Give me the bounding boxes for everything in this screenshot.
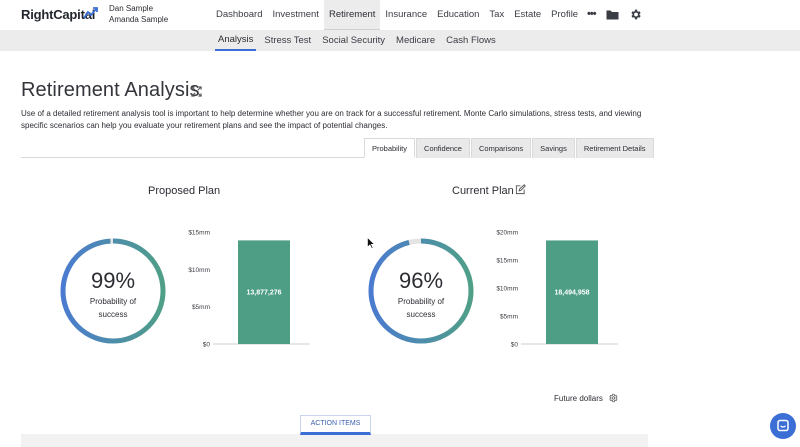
page-title: Retirement Analysis xyxy=(21,79,200,101)
gear-icon[interactable] xyxy=(629,8,642,21)
y-tick-label: $0 xyxy=(511,342,519,349)
proposed-plan-label: Probability of success xyxy=(58,295,168,321)
y-tick-label: $0 xyxy=(203,342,211,349)
gauge-progress-arc xyxy=(368,238,474,344)
nav-dashboard[interactable]: Dashboard xyxy=(216,9,263,20)
y-tick-label: $15mm xyxy=(496,258,518,265)
y-tick-label: $10mm xyxy=(188,267,210,274)
nav-tax[interactable]: Tax xyxy=(489,9,505,20)
page-description: Use of a detailed retirement analysis to… xyxy=(21,109,642,130)
tabs-divider xyxy=(21,157,364,158)
analysis-tabs: Probability Confidence Comparisons Savin… xyxy=(364,138,655,158)
mouse-cursor xyxy=(367,237,375,249)
bar-data-label: 13,877,276 xyxy=(246,290,281,297)
current-plan-gauge xyxy=(368,238,474,344)
retirement-subnav: Analysis Stress Test Social Security Med… xyxy=(215,30,504,51)
gauge-progress-arc xyxy=(60,238,166,344)
current-plan-bar-chart: $0 $5mm $10mm $15mm $20mm 18,494,958 xyxy=(496,230,618,349)
tab-savings[interactable]: Savings xyxy=(532,138,575,158)
y-tick-label: $5mm xyxy=(192,304,210,311)
future-dollars-label: Future dollars xyxy=(554,394,603,403)
nav-insurance[interactable]: Insurance xyxy=(385,9,428,20)
bar-data-label: 18,494,958 xyxy=(554,290,589,297)
current-plan-label: Probability of success xyxy=(366,295,476,321)
nav-profile[interactable]: Profile xyxy=(551,9,579,20)
proposed-plan-percent: 99% xyxy=(90,268,136,293)
tab-probability[interactable]: Probability xyxy=(364,138,416,158)
current-plan-label-line2: success xyxy=(406,310,436,319)
y-tick-label: $5mm xyxy=(500,314,518,321)
subnav-cash-flows[interactable]: Cash Flows xyxy=(446,35,496,46)
main-nav: Dashboard Investment Retirement Insuranc… xyxy=(211,0,583,30)
tab-confidence[interactable]: Confidence xyxy=(416,138,470,158)
y-tick-label: $20mm xyxy=(496,230,518,237)
logo[interactable]: RightCapital xyxy=(21,7,96,22)
expand-icon[interactable] xyxy=(191,86,202,97)
subnav-social-security[interactable]: Social Security xyxy=(322,35,386,46)
edit-icon[interactable] xyxy=(515,184,526,195)
action-items-button[interactable]: ACTION ITEMS xyxy=(300,415,371,435)
sub-navigation-bar: Analysis Stress Test Social Security Med… xyxy=(0,30,800,51)
nav-icon-group: ••• xyxy=(587,7,642,21)
proposed-plan-title: Proposed Plan xyxy=(148,185,221,197)
client-names[interactable]: Dan Sample Amanda Sample xyxy=(109,3,168,25)
nav-estate[interactable]: Estate xyxy=(514,9,542,20)
client-name-primary: Dan Sample xyxy=(109,4,154,13)
top-navigation-bar: RightCapital Dan Sample Amanda Sample Da… xyxy=(0,0,800,30)
logo-arrow-icon xyxy=(83,7,98,19)
bar xyxy=(238,240,290,344)
tab-comparisons[interactable]: Comparisons xyxy=(470,138,532,158)
current-plan-percent: 96% xyxy=(398,268,444,293)
y-tick-label: $15mm xyxy=(188,230,210,237)
more-icon[interactable]: ••• xyxy=(587,8,597,20)
nav-retirement[interactable]: Retirement xyxy=(323,0,381,30)
current-plan-title: Current Plan xyxy=(452,185,514,197)
current-plan-label-line1: Probability of xyxy=(397,297,445,306)
nav-education[interactable]: Education xyxy=(437,9,480,20)
y-tick-label: $10mm xyxy=(496,286,518,293)
proposed-plan-label-line1: Probability of xyxy=(89,297,137,306)
chat-icon xyxy=(777,419,789,432)
dollars-settings-icon[interactable] xyxy=(608,393,618,403)
nav-investment[interactable]: Investment xyxy=(272,9,319,20)
subnav-medicare[interactable]: Medicare xyxy=(396,35,436,46)
proposed-plan-label-line2: success xyxy=(98,310,128,319)
tab-retirement-details[interactable]: Retirement Details xyxy=(575,138,654,158)
proposed-plan-gauge xyxy=(60,238,166,344)
proposed-plan-bar-chart: $0 $5mm $10mm $15mm 13,877,276 xyxy=(188,230,310,349)
client-name-secondary: Amanda Sample xyxy=(109,15,169,24)
chat-button[interactable] xyxy=(770,413,796,439)
subnav-analysis[interactable]: Analysis xyxy=(215,30,257,51)
bottom-panel-edge xyxy=(21,434,648,447)
subnav-stress-test[interactable]: Stress Test xyxy=(264,35,312,46)
folder-icon[interactable] xyxy=(606,9,619,20)
bar xyxy=(546,240,598,344)
